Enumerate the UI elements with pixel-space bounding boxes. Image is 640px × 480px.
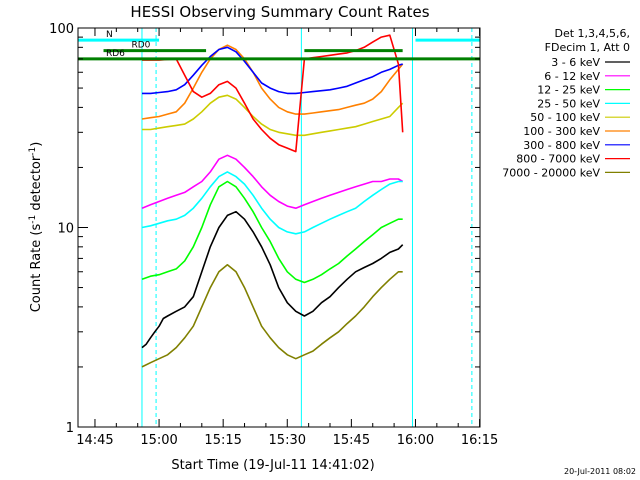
legend-label-2: 6 - 12 keV xyxy=(544,70,600,83)
series-line-3 xyxy=(141,180,403,284)
x-tick-label-6: 16:00 xyxy=(397,433,434,448)
legend-header-line-2: FDecim 1, Att 0 xyxy=(545,41,630,54)
x-tick-label-4: 15:30 xyxy=(269,433,306,448)
y-tick-label-2: 10 xyxy=(57,222,74,237)
x-tick-label-3: 15:15 xyxy=(204,433,241,448)
plot-layers: N RD0 RD6 xyxy=(78,28,480,427)
y-axis-label: Count Rate (s-1 detector-1) xyxy=(28,142,44,313)
x-axis-label: Start Time (19-Jul-11 14:41:02) xyxy=(171,458,374,473)
x-tick-label-2: 15:00 xyxy=(140,433,177,448)
legend-label-8: 800 - 7000 keV xyxy=(516,153,600,166)
status-bar-label-5: RD6 xyxy=(106,49,125,59)
series-line-5 xyxy=(142,94,404,137)
series-line-1 xyxy=(141,210,404,349)
legend-header-line-1: Det 1,3,4,5,6, xyxy=(554,27,630,40)
legend-label-7: 300 - 800 keV xyxy=(523,139,600,152)
y-tick-label-1: 1 xyxy=(66,421,74,436)
legend-label-3: 12 - 25 keV xyxy=(537,84,600,97)
legend-label-6: 100 - 300 keV xyxy=(523,125,600,138)
status-bar-label-3: RD0 xyxy=(132,41,151,51)
legend: Det 1,3,4,5,6, FDecim 1, Att 0 3 - 6 keV… xyxy=(502,27,630,179)
series-line-6 xyxy=(141,44,404,120)
status-bar-label-1: N xyxy=(106,30,113,40)
legend-label-4: 25 - 50 keV xyxy=(537,97,600,110)
series-line-2 xyxy=(141,154,404,209)
series-line-4 xyxy=(141,171,403,235)
footer-timestamp: 20-Jul-2011 08:02 xyxy=(564,467,636,476)
series-line-7 xyxy=(142,46,403,95)
axis-ticks: 14:45 15:00 15:15 15:30 15:45 16:00 16:15 1 10 10… xyxy=(49,22,498,448)
legend-label-5: 50 - 100 keV xyxy=(530,111,600,124)
chart-title: HESSI Observing Summary Count Rates xyxy=(130,3,429,21)
x-tick-label-1: 14:45 xyxy=(76,433,113,448)
series-line-9 xyxy=(141,263,403,368)
legend-label-9: 7000 - 20000 keV xyxy=(502,166,600,179)
legend-label-1: 3 - 6 keV xyxy=(551,56,600,69)
x-tick-label-7: 16:15 xyxy=(461,433,498,448)
x-tick-label-5: 15:45 xyxy=(333,433,370,448)
y-tick-label-3: 100 xyxy=(49,22,74,37)
series-line-8 xyxy=(142,34,404,153)
